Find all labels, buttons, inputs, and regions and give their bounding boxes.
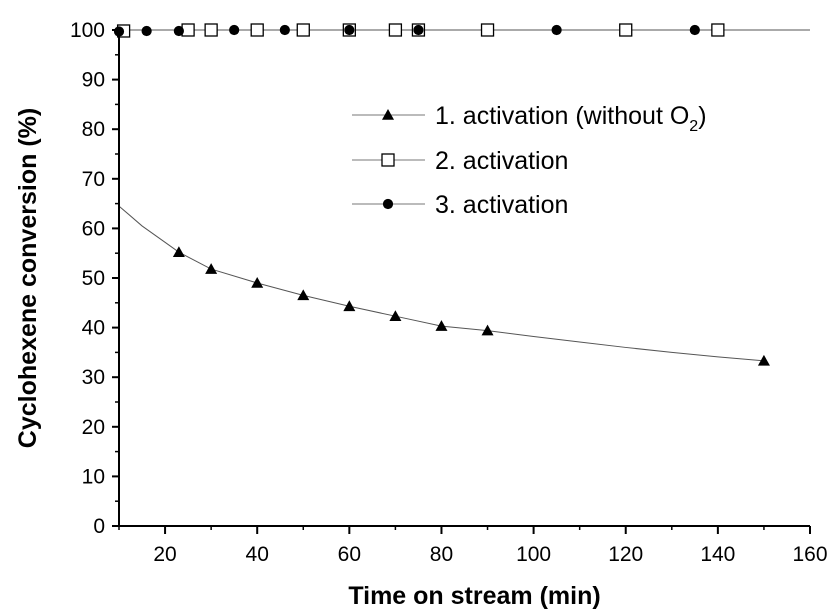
x-tick-label: 20	[153, 543, 176, 566]
series-1-fit-line	[118, 205, 764, 362]
series-2-point	[181, 23, 195, 37]
y-tick-label: 30	[82, 366, 105, 389]
series-1-point	[343, 300, 356, 312]
series-3	[113, 24, 700, 37]
y-tick-label: 40	[82, 317, 105, 340]
series-1-point	[757, 354, 770, 366]
legend-label: 2. activation	[435, 147, 568, 175]
legend-label: 1. activation (without O2)	[435, 102, 707, 135]
series-1-point	[435, 320, 448, 331]
series-3-point	[413, 24, 424, 36]
y-tick-label: 20	[82, 416, 105, 439]
legend-item-3: 3. activation	[352, 191, 568, 219]
x-tick-label: 40	[246, 543, 269, 566]
series-3-point	[173, 25, 184, 37]
series-1	[118, 205, 770, 366]
y-tick-label: 90	[82, 69, 105, 92]
series-2-point	[711, 23, 725, 37]
series-1-point	[481, 324, 494, 336]
y-tick-label: 70	[82, 168, 105, 191]
series-3-point	[689, 24, 700, 36]
legend-marker	[381, 153, 395, 167]
series-2-point	[204, 23, 218, 37]
x-tick-label: 140	[700, 543, 735, 566]
legend-item-2: 2. activation	[352, 147, 568, 175]
legend-marker	[382, 109, 394, 120]
y-tick-label: 60	[82, 217, 105, 240]
series-3-point	[344, 24, 355, 36]
x-axis-title: Time on stream (min)	[348, 582, 600, 610]
y-tick-label: 80	[82, 118, 105, 141]
y-tick-label: 10	[82, 465, 105, 488]
y-axis-title: Cyclohexene conversion (%)	[14, 108, 42, 448]
series-2	[116, 23, 810, 38]
series-1-point	[172, 246, 185, 258]
series-2-point	[619, 23, 633, 37]
axes: 0 10 20 30 40 50 60 70 80 90 100 20 40 60 80 100 120 140 1…	[70, 19, 828, 566]
x-tick-label: 100	[516, 543, 551, 566]
series-1-point	[297, 289, 310, 301]
series-3-point	[551, 24, 562, 36]
series-3-point	[141, 25, 152, 37]
y-tick-label: 0	[93, 515, 105, 538]
y-tick-label: 50	[82, 267, 105, 290]
x-tick-label: 60	[338, 543, 361, 566]
series-2-point	[250, 23, 264, 37]
legend-item-1: 1. activation (without O2)	[352, 102, 707, 135]
series-3-point	[229, 24, 240, 36]
x-tick-label: 80	[430, 543, 453, 566]
x-tick-label: 160	[792, 543, 827, 566]
series-2-point	[480, 23, 495, 37]
series-1-point	[251, 276, 264, 288]
series-1-point	[205, 263, 218, 274]
y-tick-label: 100	[70, 19, 105, 42]
legend-marker	[382, 198, 394, 210]
series-1-point	[389, 310, 402, 321]
plot-area	[113, 23, 810, 366]
series-3-point	[279, 24, 290, 36]
legend-label: 3. activation	[435, 191, 568, 219]
x-tick-label: 120	[608, 543, 643, 566]
series-2-point	[388, 23, 403, 37]
legend: 1. activation (without O2) 2. activation 3…	[352, 102, 707, 219]
series-2-point	[296, 23, 310, 37]
